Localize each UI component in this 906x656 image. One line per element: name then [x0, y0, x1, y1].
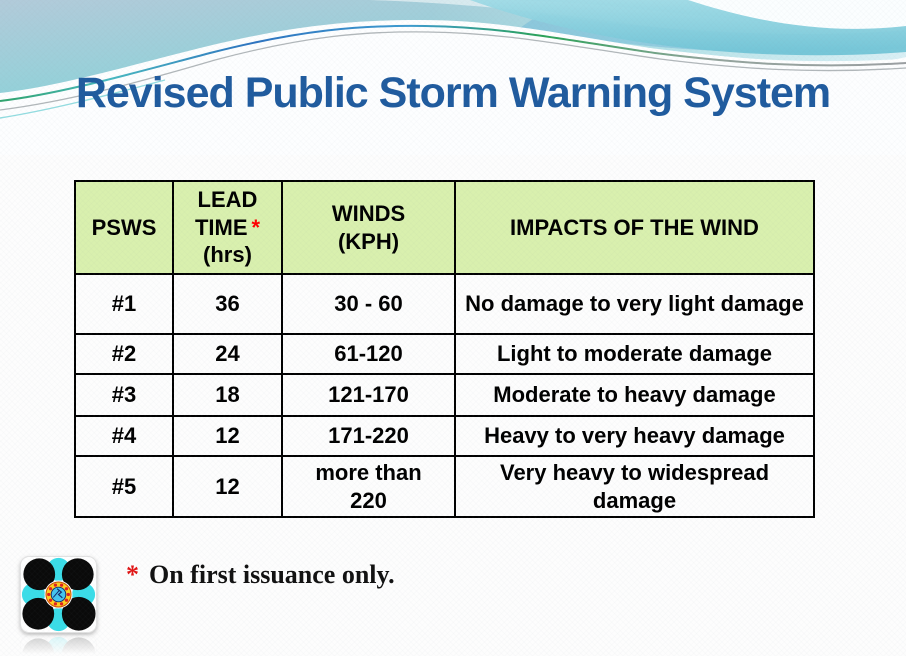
red-asterisk: *	[251, 214, 261, 240]
footnote-asterisk: *	[126, 560, 139, 589]
footnote: * On first issuance only.	[126, 560, 395, 590]
page-title: Revised Public Storm Warning System	[75, 69, 831, 117]
cell-psws: #4	[74, 415, 174, 457]
cell-psws: #3	[74, 373, 174, 417]
table-row: #3 18 121-170 Moderate to heavy damage	[74, 373, 815, 417]
pagasa-logo-icon	[20, 556, 97, 633]
lead-time-line3: (hrs)	[203, 242, 252, 268]
lead-time-line2: TIME *	[194, 214, 261, 240]
cell-impact: No damage to very light damage	[454, 273, 815, 335]
header-cell-impacts: IMPACTS OF THE WIND	[454, 180, 815, 275]
cell-psws: #5	[74, 455, 174, 518]
psws-table: PSWS LEAD TIME * (hrs) WINDS (KPH) IMPACT…	[74, 180, 815, 518]
footnote-text: On first issuance only.	[149, 560, 395, 589]
table-row: #5 12 more than 220 Very heavy to widesp…	[74, 455, 815, 518]
cell-lead-time: 12	[172, 455, 283, 518]
cell-lead-time: 24	[172, 333, 283, 375]
winds-line2: (KPH)	[337, 228, 400, 254]
cell-lead-time: 18	[172, 373, 283, 417]
table-row: #1 36 30 - 60 No damage to very light da…	[74, 273, 815, 335]
cell-winds: 121-170	[281, 373, 456, 417]
header-cell-lead-time: LEAD TIME * (hrs)	[172, 180, 283, 275]
pagasa-logo	[20, 556, 97, 633]
header-cell-psws: PSWS	[74, 180, 174, 275]
table-row: #4 12 171-220 Heavy to very heavy damage	[74, 415, 815, 457]
cell-psws: #1	[74, 273, 174, 335]
winds-line1: WINDS	[331, 201, 406, 226]
banner-wave-graphic	[0, 0, 906, 155]
cell-impact: Moderate to heavy damage	[454, 373, 815, 417]
cell-lead-time: 36	[172, 273, 283, 335]
pagasa-logo-reflection-icon	[20, 635, 97, 656]
cell-winds: 171-220	[281, 415, 456, 457]
cell-lead-time: 12	[172, 415, 283, 457]
cell-impact: Heavy to very heavy damage	[454, 415, 815, 457]
cell-impact: Light to moderate damage	[454, 333, 815, 375]
table-row: #2 24 61-120 Light to moderate damage	[74, 333, 815, 375]
logo-reflection	[20, 635, 97, 656]
cell-impact: Very heavy to widespread damage	[454, 455, 815, 518]
cell-winds: 30 - 60	[281, 273, 456, 335]
table-header-row: PSWS LEAD TIME * (hrs) WINDS (KPH) IMPACT…	[74, 180, 815, 275]
lead-time-line1: LEAD	[197, 187, 258, 213]
cell-winds: more than 220	[281, 455, 456, 518]
header-cell-winds: WINDS (KPH)	[281, 180, 456, 275]
cell-psws: #2	[74, 333, 174, 375]
cell-winds: 61-120	[281, 333, 456, 375]
